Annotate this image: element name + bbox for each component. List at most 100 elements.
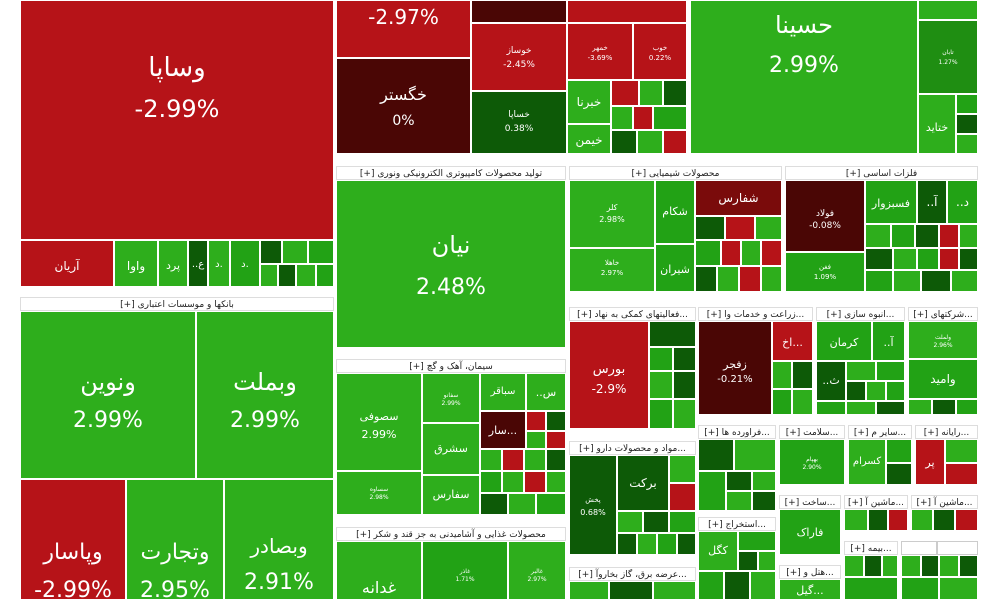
sector-header-machine2[interactable]: [+] ماشین آ...	[911, 495, 978, 509]
tile-khebrna[interactable]: خبرنا	[567, 80, 611, 124]
mini-tile[interactable]	[611, 106, 633, 130]
mini-tile[interactable]	[865, 248, 893, 270]
tile-shiran[interactable]: شیران	[655, 244, 695, 292]
mini-tile[interactable]	[932, 399, 956, 415]
mini-tile[interactable]	[758, 551, 776, 571]
mini-tile[interactable]	[846, 361, 876, 381]
tile-ssharq[interactable]: سشرق	[422, 423, 480, 475]
tile-hs[interactable]: ..ث	[816, 361, 846, 401]
mini-tile[interactable]	[882, 555, 898, 577]
mini-tile[interactable]	[480, 471, 502, 493]
mini-tile[interactable]	[653, 106, 687, 130]
mini-tile[interactable]	[865, 224, 891, 248]
tile-kerman[interactable]: کرمان	[816, 321, 872, 361]
mini-tile[interactable]	[695, 266, 717, 292]
mini-tile[interactable]	[724, 571, 750, 600]
mini-tile[interactable]	[939, 555, 959, 577]
mini-tile[interactable]	[738, 531, 776, 551]
tile-ss[interactable]: ..س	[526, 373, 566, 411]
mini-tile[interactable]	[908, 399, 932, 415]
mini-tile[interactable]	[886, 381, 905, 401]
mini-tile[interactable]	[726, 491, 752, 511]
tile-zfajr[interactable]: زفجر -0.21%	[698, 321, 772, 415]
tile-sbaghr[interactable]: سباقر	[480, 373, 526, 411]
mini-tile[interactable]	[772, 361, 792, 389]
mini-tile[interactable]	[673, 371, 696, 399]
sector-header-machine1[interactable]: [+] ماشین آ...	[844, 495, 908, 509]
mini-tile[interactable]	[669, 455, 696, 483]
tile-foolad[interactable]: فولاد -0.08%	[785, 180, 865, 252]
sector-header-insurance[interactable]: [+] بیمه...	[844, 541, 898, 555]
tile-ha[interactable]: ..آ	[872, 321, 905, 361]
mini-tile[interactable]	[260, 264, 278, 287]
sector-header-hotel[interactable]: [+] هتل و...	[779, 565, 841, 579]
mini-tile[interactable]	[956, 134, 978, 154]
tile-fa[interactable]: ..آ	[917, 180, 947, 224]
mini-tile[interactable]	[717, 266, 739, 292]
tile-arian[interactable]: آریان	[20, 240, 114, 287]
mini-tile[interactable]	[752, 491, 776, 511]
tile-vbmelat[interactable]: وبملت 2.99%	[196, 311, 334, 479]
mini-tile[interactable]	[536, 493, 566, 515]
sector-header-other[interactable]: [+] سایر م...	[848, 425, 912, 439]
tile-vtejarat[interactable]: وتجارت 2.95%	[126, 479, 224, 600]
mini-tile[interactable]	[921, 270, 951, 292]
tile-ssaveh[interactable]: سساوه 2.98%	[336, 471, 422, 515]
tile-vava[interactable]: واوا	[114, 240, 158, 287]
mini-tile[interactable]	[816, 401, 846, 415]
mini-tile[interactable]	[956, 114, 978, 134]
sector-header-pharma[interactable]: [+] مواد و محصولات دارو...	[569, 441, 696, 455]
sector-header-computer2[interactable]: [+] رایانه...	[915, 425, 978, 439]
mini-tile[interactable]	[933, 509, 955, 531]
mini-tile[interactable]	[698, 439, 734, 471]
sector-header-power[interactable]: [+] عرضه برق، گاز بخاروآ...	[569, 567, 696, 581]
mini-tile[interactable]	[959, 248, 978, 270]
mini-tile[interactable]	[617, 511, 643, 533]
mini-tile[interactable]	[639, 80, 663, 106]
tile-vnovin[interactable]: ونوین 2.99%	[20, 311, 196, 479]
mini-tile[interactable]	[633, 106, 653, 130]
tile-fghan[interactable]: فغن 1.09%	[785, 252, 865, 292]
mini-tile[interactable]	[844, 509, 868, 531]
mini-tile[interactable]	[308, 240, 334, 264]
mini-tile[interactable]	[726, 471, 752, 491]
mini-tile[interactable]	[669, 483, 696, 511]
mini-tile[interactable]	[865, 270, 893, 292]
mini-tile[interactable]	[698, 471, 726, 511]
tile-khsapa[interactable]: خساپا 0.38%	[471, 91, 567, 154]
mini-tile[interactable]	[939, 577, 978, 600]
tile-ssoofi[interactable]: سصوفی 2.99%	[336, 373, 422, 471]
mini-tile[interactable]	[663, 130, 687, 154]
sector-header-health[interactable]: [+] سلامت...	[779, 425, 845, 439]
mini-tile[interactable]	[915, 224, 939, 248]
mini-tile[interactable]	[546, 411, 566, 431]
mini-tile[interactable]	[868, 509, 888, 531]
mini-tile[interactable]	[792, 389, 813, 415]
tile-sar[interactable]: سار...	[480, 411, 526, 449]
tile-pakhsh[interactable]: پخش 0.68%	[569, 455, 617, 555]
mini-tile[interactable]	[738, 551, 758, 571]
mini-tile[interactable]	[937, 541, 978, 555]
tile-vpasar[interactable]: وپاسار -2.99%	[20, 479, 126, 600]
mini-tile[interactable]	[945, 439, 978, 463]
mini-tile[interactable]	[546, 431, 566, 449]
mini-tile[interactable]	[526, 431, 546, 449]
mini-tile[interactable]	[278, 264, 296, 287]
mini-tile[interactable]	[888, 509, 908, 531]
mini-tile[interactable]	[677, 533, 696, 555]
tile-vbsader[interactable]: وبصادر 2.91%	[224, 479, 334, 600]
mini-tile[interactable]	[876, 401, 905, 415]
mini-tile[interactable]	[316, 264, 334, 287]
mini-tile[interactable]	[637, 130, 663, 154]
tile-small-c[interactable]: د.	[230, 240, 260, 287]
mini-tile[interactable]	[792, 361, 813, 389]
mini-tile[interactable]	[296, 264, 316, 287]
mini-tile[interactable]	[611, 130, 637, 154]
tile-par[interactable]: پر	[915, 439, 945, 485]
mini-tile[interactable]	[546, 471, 566, 493]
mini-tile[interactable]	[893, 270, 921, 292]
tile-taban[interactable]: تابان 1.27%	[918, 20, 978, 94]
tile-akh[interactable]: اخ...	[772, 321, 813, 361]
sector-header-metals[interactable]: [+] فلزات اساسی	[785, 166, 978, 180]
mini-tile[interactable]	[653, 581, 696, 600]
